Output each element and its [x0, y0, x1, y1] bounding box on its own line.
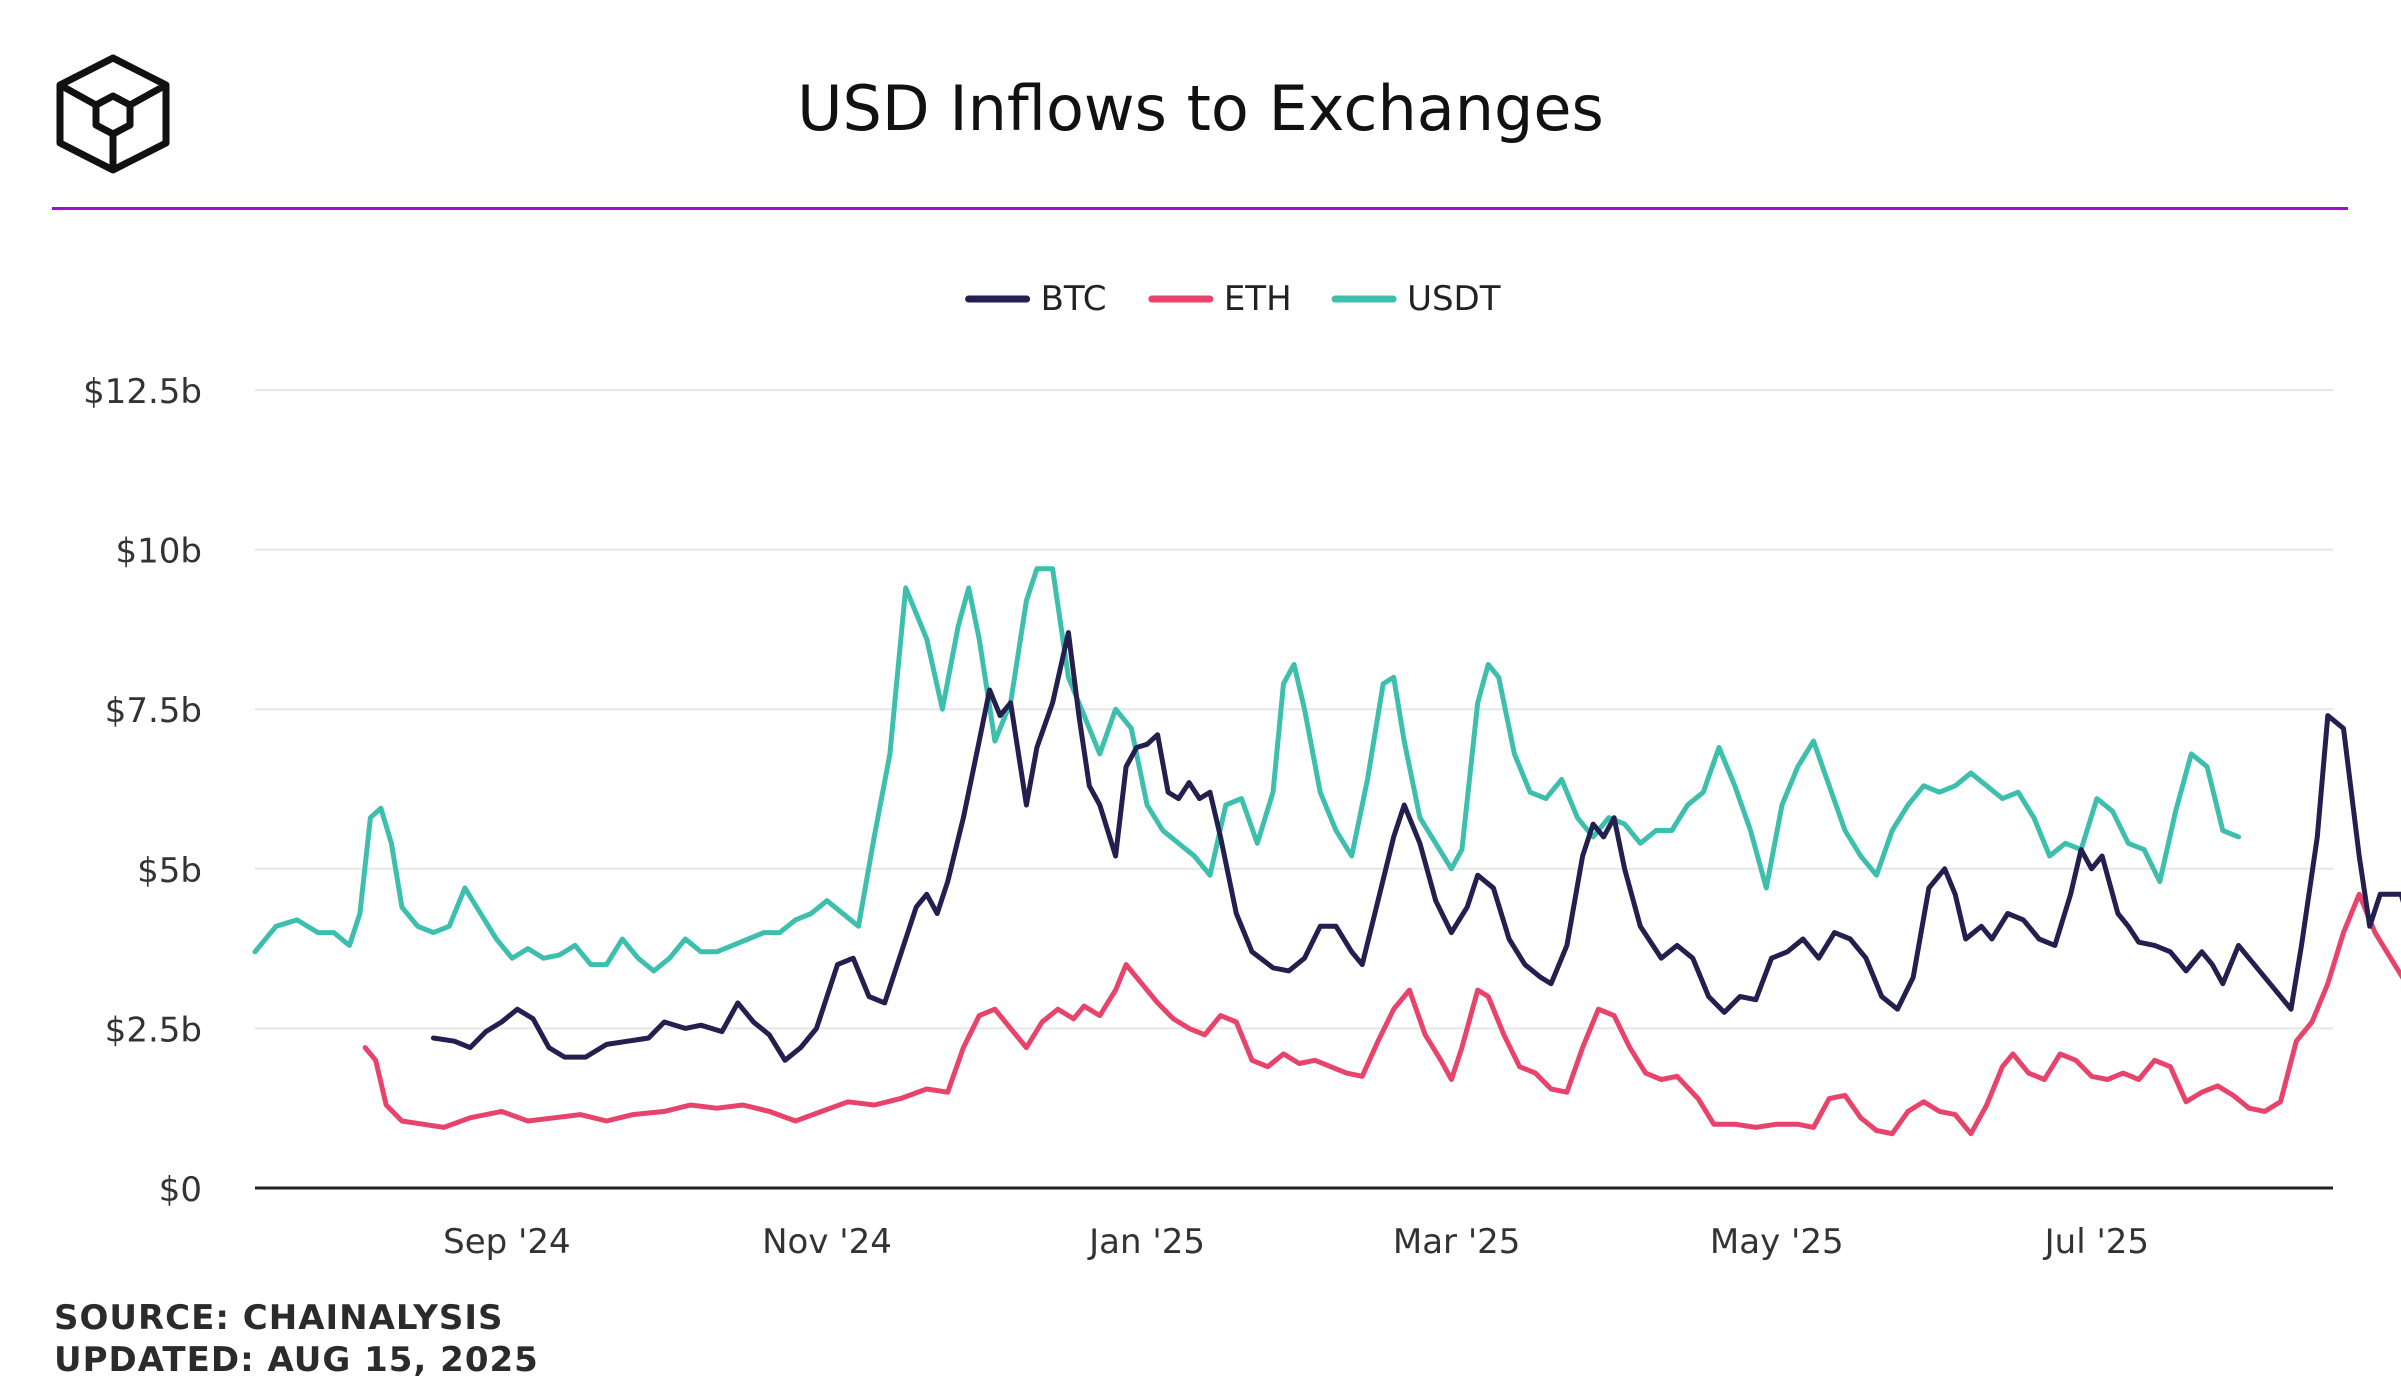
x-tick-label: Nov '24 — [762, 1222, 892, 1260]
legend-label-eth: ETH — [1224, 279, 1292, 319]
x-tick-label: Sep '24 — [443, 1222, 571, 1260]
y-tick-label: $2.5b — [105, 1010, 202, 1050]
y-tick-label: $0 — [159, 1170, 202, 1210]
series-line-btc — [430, 630, 2401, 1063]
cube-logo-icon — [56, 54, 170, 174]
y-tick-label: $10b — [116, 532, 202, 572]
x-axis-ticks: Sep '24 Nov '24 Jan '25 Mar '25 May '25 Jul '… — [443, 1222, 2149, 1260]
header-divider — [52, 207, 2348, 210]
line-chart: $0 $2.5b $5b $7.5b $10b $12.5b Sep '24 Nov '24… — [83, 279, 2401, 1260]
legend-label-btc: BTC — [1041, 279, 1107, 319]
updated-note: UPDATED: AUG 15, 2025 — [54, 1340, 539, 1380]
legend: BTC ETH USDT — [965, 279, 1501, 319]
footer: SOURCE: CHAINALYSIS UPDATED: AUG 15, 202… — [54, 1297, 539, 1381]
x-tick-label: Jul '25 — [2043, 1222, 2149, 1260]
y-tick-label: $12.5b — [83, 372, 202, 412]
y-axis-ticks: $0 $2.5b $5b $7.5b $10b $12.5b — [83, 372, 202, 1210]
series-line-eth — [362, 891, 2401, 1137]
page-title: USD Inflows to Exchanges — [797, 72, 1604, 145]
y-tick-label: $5b — [137, 851, 202, 891]
source-note: SOURCE: CHAINALYSIS — [54, 1298, 504, 1338]
header: USD Inflows to Exchanges — [0, 0, 2401, 215]
x-tick-label: Jan '25 — [1087, 1222, 1205, 1260]
gridlines — [255, 389, 2333, 1190]
x-tick-label: May '25 — [1710, 1222, 1844, 1260]
legend-label-usdt: USDT — [1407, 279, 1501, 319]
series-lines — [252, 566, 2401, 1137]
y-tick-label: $7.5b — [105, 691, 202, 731]
series-line-usdt — [252, 566, 2241, 974]
x-tick-label: Mar '25 — [1393, 1222, 1521, 1260]
